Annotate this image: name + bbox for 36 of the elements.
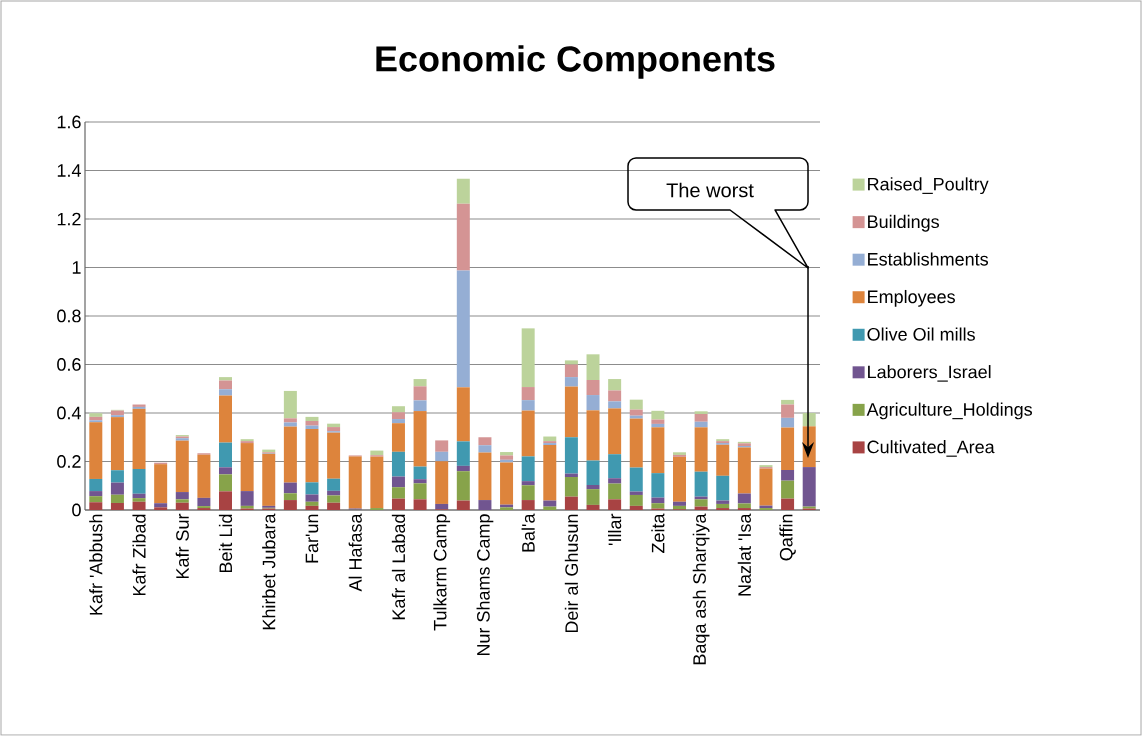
- y-tick-label: 0.6: [57, 358, 81, 371]
- x-tick-label: Tulkarm Camp: [433, 514, 451, 631]
- chart-title: Economic Components: [376, 45, 775, 79]
- x-tick-label: Far'un: [305, 514, 319, 563]
- x-tick-label: Qaffin: [779, 514, 796, 561]
- x-tick-label: Baqa ash Sharqiya: [692, 513, 710, 665]
- annotation: The worst: [666, 182, 754, 198]
- y-tick-label: 0.8: [57, 309, 81, 323]
- legend-label: Olive Oil mills: [867, 327, 975, 341]
- x-tick-label: Nur Shams Camp: [476, 514, 494, 656]
- legend-label: Agriculture_Holdings: [866, 402, 1033, 420]
- x-tick-label: Bal'a: [521, 513, 535, 552]
- y-tick-label: 0: [72, 503, 81, 517]
- legend-label: Buildings: [868, 214, 939, 232]
- x-tick-label: Khirbet Jubara: [262, 513, 276, 630]
- legend-label: Laborers_Israel: [868, 365, 991, 382]
- legend-label: Cultivated_Area: [867, 440, 995, 457]
- y-tick-label: 0.2: [57, 455, 81, 468]
- x-tick-label: Kafr 'Abbush: [89, 514, 103, 615]
- x-tick-label: Deir al Ghusun: [564, 514, 579, 633]
- x-tick-label: Nazlat 'Isa: [737, 513, 751, 596]
- y-tick-label: 1: [72, 261, 81, 274]
- x-tick-label: Kafr Sur: [175, 513, 189, 579]
- y-tick-label: 0.4: [57, 406, 81, 420]
- x-tick-label: Kafr Zibad: [132, 514, 146, 596]
- y-tick-label: 1.4: [57, 164, 81, 177]
- y-tick-label: 1.2: [57, 212, 81, 226]
- legend-label: Employees: [868, 289, 955, 307]
- x-tick-label: Al Hafasa: [348, 513, 362, 592]
- x-tick-label: Zeita: [651, 513, 665, 553]
- x-tick-label: Beit Lid: [218, 514, 233, 573]
- x-tick-label: 'Illar: [608, 513, 622, 546]
- y-tick-label: 1.6: [57, 115, 81, 129]
- legend-label: Establishments: [868, 252, 989, 266]
- legend-label: Raised_Poultry: [868, 177, 989, 195]
- x-tick-label: Kafr al Labad: [391, 514, 406, 620]
